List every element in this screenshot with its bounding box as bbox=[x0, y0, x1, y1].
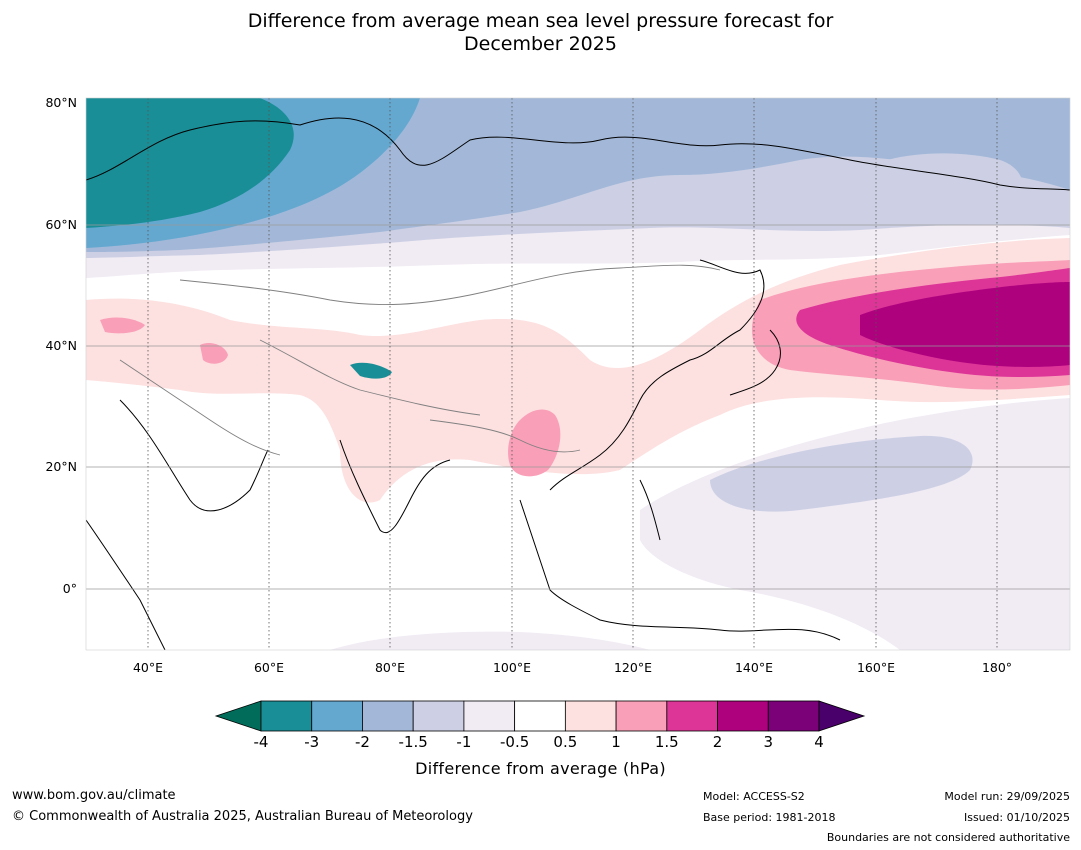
anomaly-region-negative-pacific bbox=[710, 435, 973, 512]
colorbar-cell bbox=[564, 700, 617, 732]
colorbar-cell bbox=[666, 700, 718, 732]
colorbar-cell bbox=[717, 700, 769, 732]
anomaly-region-positive-caspian bbox=[100, 317, 145, 334]
map-frame bbox=[85, 97, 1071, 651]
model-text: Model: ACCESS-S2 bbox=[703, 790, 805, 803]
colorbar-cell bbox=[362, 700, 414, 732]
coastline-arabia bbox=[119, 399, 269, 512]
anomaly-region-positive-indochina bbox=[508, 409, 561, 477]
colorbar bbox=[214, 700, 866, 732]
colorbar-tick-label: -1 bbox=[456, 733, 472, 751]
copyright-text: © Commonwealth of Australia 2025, Austra… bbox=[12, 809, 473, 824]
model-run-text: Model run: 29/09/2025 bbox=[944, 790, 1070, 803]
coastline-india bbox=[339, 439, 451, 533]
colorbar-tick-label: 0.5 bbox=[553, 733, 578, 751]
forecast-map bbox=[85, 97, 1071, 651]
lon-label-100e: 100°E bbox=[492, 660, 531, 675]
lon-label-60e: 60°E bbox=[253, 660, 285, 675]
coastline-arctic bbox=[86, 117, 1070, 191]
lon-label-80e: 80°E bbox=[374, 660, 406, 675]
colorbar-cell bbox=[260, 700, 313, 732]
colorbar-cell bbox=[767, 700, 820, 732]
colorbar-cell bbox=[514, 700, 566, 732]
lat-label-60n: 60°N bbox=[45, 217, 77, 232]
border-south-asia bbox=[259, 339, 481, 416]
coastline-southeast-asia bbox=[519, 499, 841, 641]
border-central-asia bbox=[179, 264, 721, 306]
colorbar-tick-label: -1.5 bbox=[398, 733, 428, 751]
coastline-africa bbox=[86, 519, 166, 650]
colorbar-tick-label: -2 bbox=[354, 733, 370, 751]
anomaly-region-negative-tibet bbox=[350, 362, 392, 379]
colorbar-tick-label: 1.5 bbox=[654, 733, 679, 751]
colorbar-cell bbox=[412, 700, 465, 732]
colorbar-tick-label: 4 bbox=[814, 733, 824, 751]
anomaly-region-positive-caucasus bbox=[200, 343, 228, 364]
colorbar-tick-label: -3 bbox=[304, 733, 320, 751]
colorbar-extend-high bbox=[818, 700, 866, 732]
colorbar-tick-label: -0.5 bbox=[499, 733, 530, 751]
lat-label-40n: 40°N bbox=[45, 338, 77, 353]
issued-text: Issued: 01/10/2025 bbox=[963, 811, 1070, 824]
lon-label-120e: 120°E bbox=[613, 660, 652, 675]
coastline-japan bbox=[729, 329, 781, 396]
lat-label-20n: 20°N bbox=[45, 459, 77, 474]
coastline-east-asia bbox=[549, 259, 765, 491]
colorbar-cells bbox=[260, 700, 820, 732]
anomaly-region-moderate-negative-north-east bbox=[860, 153, 1023, 217]
border-china-south bbox=[429, 419, 581, 453]
colorbar-title: Difference from average (hPa) bbox=[415, 759, 666, 778]
colorbar-cell bbox=[311, 700, 363, 732]
colorbar-cell bbox=[463, 700, 516, 732]
colorbar-tick-label: 1 bbox=[611, 733, 621, 751]
lon-label-180: 180° bbox=[981, 660, 1013, 675]
lon-label-40e: 40°E bbox=[132, 660, 164, 675]
coastline-philippines bbox=[639, 479, 661, 541]
anomaly-region-weak-negative-south bbox=[330, 631, 650, 650]
colorbar-tick-label: -4 bbox=[253, 733, 269, 751]
border-middle-east bbox=[119, 359, 281, 456]
lat-label-80n: 80°N bbox=[45, 95, 77, 110]
anomaly-region-very-strong-negative-north bbox=[86, 98, 294, 228]
boundaries-note: Boundaries are not considered authoritat… bbox=[826, 831, 1070, 844]
title-line-1: Difference from average mean sea level p… bbox=[247, 10, 834, 32]
lon-label-140e: 140°E bbox=[734, 660, 773, 675]
lat-label-0: 0° bbox=[62, 581, 77, 596]
map-title: Difference from average mean sea level p… bbox=[0, 10, 1081, 56]
lon-label-160e: 160°E bbox=[856, 660, 895, 675]
colorbar-tick-label: 3 bbox=[763, 733, 774, 751]
website-link[interactable]: www.bom.gov.au/climate bbox=[12, 788, 176, 803]
colorbar-extend-low bbox=[214, 700, 262, 732]
colorbar-cell bbox=[615, 700, 668, 732]
title-line-2: December 2025 bbox=[464, 33, 617, 55]
base-period-text: Base period: 1981-2018 bbox=[703, 811, 836, 824]
colorbar-tick-label: 2 bbox=[712, 733, 723, 751]
